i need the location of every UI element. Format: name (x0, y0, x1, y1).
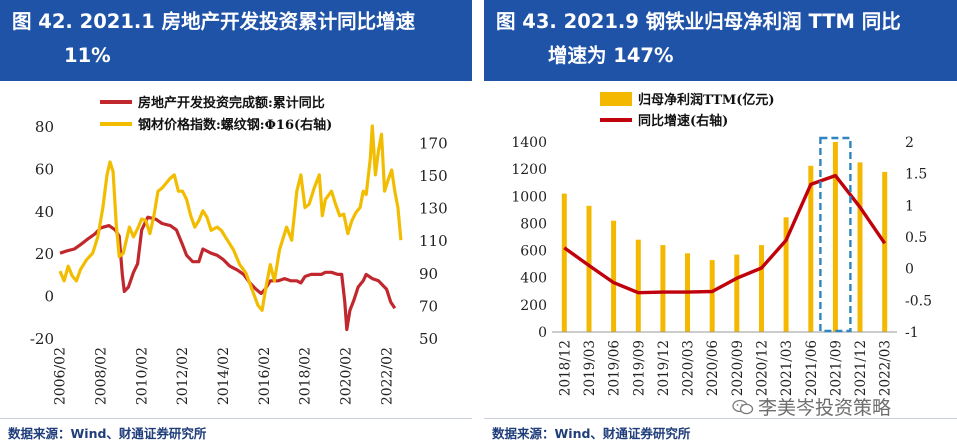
y-tick-right: 70 (419, 297, 438, 315)
bar (857, 162, 863, 332)
x-tick: 2019/12 (656, 340, 672, 396)
y-tick-right: 1.5 (905, 167, 927, 183)
series-line-steel-price (58, 124, 403, 312)
y-tick-left: 40 (35, 203, 54, 221)
series-line-growth (563, 173, 887, 295)
y-tick-left: 1400 (511, 135, 547, 151)
bar (734, 254, 740, 332)
bar (759, 245, 764, 332)
x-tick: 2020/03 (681, 340, 697, 396)
x-tick: 2022/02 (379, 347, 395, 405)
y-tick-right: 1 (905, 198, 914, 214)
y-tick-left: 200 (520, 298, 547, 314)
x-tick: 2008/02 (94, 347, 110, 405)
figure-title-left-line2: 11% (64, 44, 111, 67)
bar (832, 142, 838, 332)
y-tick-right: 2 (905, 135, 914, 151)
y-tick-left: 0 (538, 325, 547, 341)
y-tick-left: 800 (520, 216, 547, 232)
figure-title-right-line2: 增速为 147% (548, 44, 674, 67)
x-tick: 2012/02 (175, 347, 191, 405)
x-tick: 2019/09 (631, 340, 647, 396)
x-tick: 2019/03 (582, 340, 598, 396)
y-tick-left: 0 (44, 288, 54, 306)
y-tick-right: 50 (419, 330, 438, 348)
x-tick: 2014/02 (216, 347, 232, 405)
x-tick: 2006/02 (53, 347, 69, 405)
chart-right: 归母净利润TTM(亿元)同比增速(右轴)02004006008001000120… (511, 92, 932, 396)
figure-title-left-line1: 图 42. 2021.1 房地产开发投资累计同比增速 (12, 10, 416, 33)
chart-panel-right: 图 43. 2021.9 钢铁业归母净利润 TTM 同比 增速为 147% 归母… (484, 0, 957, 445)
x-tick: 2021/06 (804, 340, 820, 396)
y-tick-right: 150 (419, 167, 448, 185)
y-tick-right: 110 (419, 232, 448, 250)
data-source-left: 数据来源：Wind、财通证券研究所 (8, 426, 207, 441)
y-tick-right: 0 (905, 262, 914, 278)
legend-label: 房地产开发投资完成额:累计同比 (138, 95, 325, 111)
series-line-investment (59, 215, 397, 332)
x-tick: 2021/09 (828, 340, 844, 396)
y-tick-left: 1000 (511, 189, 547, 205)
y-tick-right: -0.5 (905, 293, 932, 309)
bar (709, 260, 715, 332)
bar (882, 171, 888, 332)
legend-label: 归母净利润TTM(亿元) (638, 92, 775, 108)
x-tick: 2010/02 (134, 347, 150, 405)
figure-title-right: 图 43. 2021.9 钢铁业归母净利润 TTM 同比 增速为 147% (484, 0, 957, 81)
watermark: 李美岑投资策略 (732, 393, 891, 420)
y-tick-right: 130 (419, 200, 448, 218)
figure-title-left: 图 42. 2021.1 房地产开发投资累计同比增速 11% (0, 0, 472, 81)
x-tick: 2021/03 (779, 340, 795, 396)
bar (635, 239, 641, 332)
y-tick-left: 80 (35, 118, 54, 136)
y-tick-left: 400 (520, 271, 547, 287)
x-tick: 2018/12 (557, 340, 573, 396)
y-tick-left: 20 (35, 245, 54, 263)
y-tick-right: 0.5 (905, 230, 927, 246)
bar (808, 165, 814, 333)
x-tick: 2016/02 (257, 347, 273, 405)
x-tick: 2018/02 (298, 347, 314, 405)
legend-label: 钢材价格指数:螺纹钢:Φ16(右轴) (138, 117, 332, 133)
x-tick: 2019/06 (607, 340, 623, 396)
data-source-right: 数据来源：Wind、财通证券研究所 (492, 426, 691, 441)
y-tick-left: -20 (30, 330, 54, 348)
divider-line (484, 418, 957, 419)
chart-panel-left: 图 42. 2021.1 房地产开发投资累计同比增速 11% 房地产开发投资完成… (0, 0, 472, 445)
figure-title-right-line1: 图 43. 2021.9 钢铁业归母净利润 TTM 同比 (496, 10, 901, 33)
highlight-box (819, 136, 852, 333)
x-tick: 2022/03 (878, 340, 894, 396)
y-tick-right: 170 (419, 134, 448, 152)
bar (783, 217, 789, 332)
watermark-text: 李美岑投资策略 (758, 397, 892, 419)
y-tick-left: 600 (520, 244, 547, 260)
bar (660, 245, 666, 332)
y-tick-left: 60 (35, 160, 54, 178)
legend-label: 同比增速(右轴) (638, 113, 728, 129)
divider-line (0, 418, 472, 419)
x-tick: 2020/06 (705, 340, 721, 396)
y-tick-right: -1 (905, 325, 919, 341)
x-tick: 2020/09 (730, 340, 746, 396)
wechat-icon (732, 399, 754, 415)
y-tick-right: 90 (419, 265, 438, 283)
bar (611, 220, 617, 332)
x-tick: 2020/12 (754, 340, 770, 396)
y-tick-left: 1200 (511, 162, 547, 178)
x-tick: 2021/12 (853, 340, 869, 396)
bar (586, 205, 592, 332)
legend-swatch (600, 92, 632, 106)
bar (561, 193, 567, 332)
x-tick: 2020/02 (338, 347, 354, 405)
